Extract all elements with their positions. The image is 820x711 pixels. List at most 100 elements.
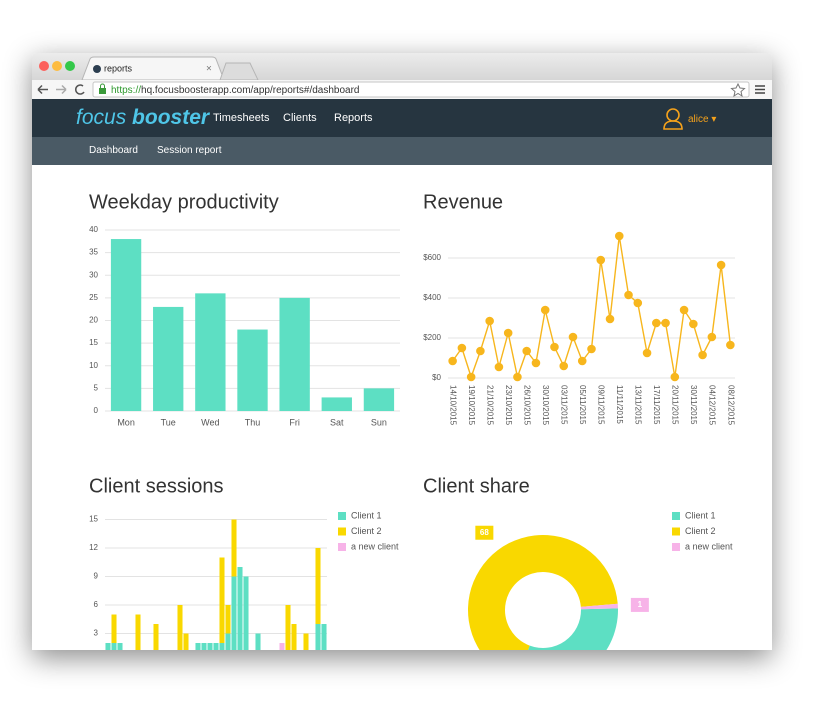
- point: [679, 305, 689, 315]
- x-tick-label: 30/10/2015: [541, 385, 550, 426]
- bar-segment: [111, 614, 117, 643]
- legend-swatch: [338, 543, 346, 551]
- bar: [153, 306, 184, 411]
- y-tick-label: $400: [423, 293, 441, 302]
- bar-segment: [135, 614, 141, 650]
- bar-segment: [303, 633, 309, 650]
- x-tick-label: 20/11/2015: [671, 385, 680, 425]
- back-button[interactable]: [37, 84, 48, 95]
- y-tick-label: 30: [89, 270, 98, 279]
- x-tick-label: 05/11/2015: [578, 385, 587, 425]
- legend-label: Client 1: [685, 510, 716, 520]
- legend-swatch: [672, 512, 680, 520]
- point: [624, 290, 633, 300]
- point: [513, 372, 522, 382]
- x-tick-label: 30/11/2015: [689, 385, 698, 425]
- y-tick-label: 25: [89, 293, 98, 302]
- y-tick-label: $0: [432, 373, 441, 382]
- bar-segment: [315, 548, 321, 624]
- nav-item[interactable]: Reports: [334, 112, 373, 124]
- reload-button[interactable]: [74, 84, 85, 95]
- nav-bar: focus booster Timesheets Clients Reports…: [32, 99, 772, 137]
- url-scheme: https://: [111, 85, 141, 96]
- y-tick-label: 15: [89, 515, 98, 524]
- x-tick-label: Mon: [117, 417, 135, 427]
- bar-segment: [291, 624, 297, 650]
- legend-label: a new client: [351, 541, 399, 551]
- nav-item[interactable]: Clients: [283, 112, 317, 124]
- x-tick-label: 26/10/2015: [523, 385, 532, 426]
- address-bar: https://hq.focusboosterapp.com/app/repor…: [32, 80, 772, 100]
- dashboard: Weekday productivity 0 5 10 15 20 25 30 35 40 Mon T…: [89, 191, 735, 650]
- new-tab[interactable]: [219, 62, 259, 80]
- bar-segment: [225, 633, 231, 650]
- forward-button[interactable]: [56, 84, 67, 95]
- lock-shackle: [100, 83, 105, 88]
- point: [614, 231, 624, 241]
- y-tick-label: $200: [423, 333, 441, 342]
- legend-label: a new client: [685, 541, 733, 551]
- bar-segment: [321, 624, 327, 650]
- close-button[interactable]: [39, 61, 49, 71]
- bar-segment: [207, 643, 213, 650]
- pie-slice: [528, 608, 618, 650]
- user-name: alice: [688, 114, 709, 125]
- point: [698, 350, 707, 360]
- bar: [363, 388, 395, 411]
- bookmark-star[interactable]: [730, 82, 746, 98]
- x-tick-label: 11/11/2015: [615, 385, 624, 424]
- x-tick-label: Tue: [161, 417, 176, 427]
- menu-button[interactable]: [755, 85, 765, 94]
- point: [540, 305, 550, 315]
- y-tick-label: 20: [89, 316, 98, 325]
- y-tick-label: 6: [94, 600, 99, 609]
- point: [652, 318, 661, 328]
- bar-segment: [201, 643, 207, 650]
- bar-segment: [315, 624, 321, 650]
- tab-title: reports: [104, 63, 133, 73]
- bar-segment: [111, 643, 117, 650]
- toolbar: https://hq.focusboosterapp.com/app/repor…: [37, 81, 765, 98]
- x-tick-label: Wed: [201, 417, 219, 427]
- url-rest: hq.focusboosterapp.com/app/reports#/dash…: [141, 85, 359, 96]
- y-tick-label: 15: [89, 338, 98, 347]
- brand[interactable]: focus booster: [76, 106, 209, 130]
- point: [568, 332, 578, 342]
- zoom-button[interactable]: [65, 61, 75, 71]
- browser-window: reports × https://hq.focusboosterapp.com…: [32, 53, 772, 650]
- legend-label: Client 2: [351, 526, 382, 536]
- x-tick-label: Sun: [371, 417, 387, 427]
- point: [457, 343, 467, 353]
- point: [494, 362, 504, 372]
- x-tick-label: 08/12/2015: [726, 385, 735, 426]
- point: [726, 340, 735, 350]
- user-menu[interactable]: alice ▾: [688, 114, 717, 125]
- subnav-item[interactable]: Dashboard: [89, 145, 138, 156]
- bar-segment: [285, 605, 291, 650]
- point: [605, 314, 615, 324]
- bar-segment: [195, 643, 201, 650]
- subnav-item[interactable]: Session report: [157, 145, 222, 156]
- pie-slice: [468, 535, 618, 650]
- value-label: 68: [480, 528, 489, 537]
- minimize-button[interactable]: [52, 61, 62, 71]
- url-box[interactable]: [92, 81, 750, 98]
- chart-title: Client share: [423, 475, 530, 497]
- point: [670, 372, 680, 382]
- tab-close-icon[interactable]: ×: [206, 64, 212, 75]
- bar-segment: [219, 643, 225, 650]
- user-icon: [663, 108, 683, 130]
- legend-label: Client 1: [351, 510, 382, 520]
- nav-item[interactable]: Timesheets: [213, 112, 270, 124]
- legend-label: Client 2: [685, 526, 716, 536]
- x-tick-label: 17/11/2015: [652, 385, 661, 425]
- url: https://hq.focusboosterapp.com/app/repor…: [111, 85, 360, 96]
- tab[interactable]: [81, 56, 225, 80]
- bar-segment: [231, 576, 237, 650]
- point: [633, 298, 643, 308]
- bar: [195, 293, 226, 411]
- bar: [321, 397, 352, 411]
- x-tick-label: 14/10/2015: [449, 385, 458, 426]
- point: [577, 356, 587, 366]
- point: [642, 348, 652, 358]
